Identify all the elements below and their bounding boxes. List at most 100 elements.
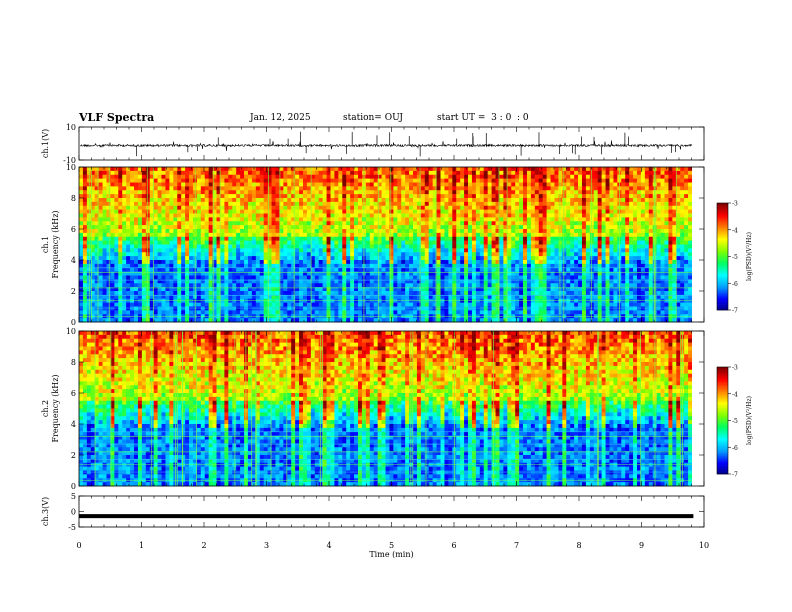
ch1-spectrogram-cell xyxy=(640,225,646,230)
ch1-spectrogram-cell xyxy=(346,263,351,269)
ch1-spectrogram-cell xyxy=(633,267,638,272)
ch1-spectrogram-cell xyxy=(263,236,268,241)
ch1-spectrogram-cell xyxy=(220,252,225,257)
ch1-spectrogram-cell xyxy=(566,256,571,261)
ch1-spectrogram-cell xyxy=(554,275,559,280)
ch1-spectrogram-cell xyxy=(377,236,382,241)
ch1-spectrogram-cell xyxy=(306,201,312,207)
ch1-spectrogram-cell xyxy=(82,209,88,214)
ch1-spectrogram-cell xyxy=(114,209,119,214)
ch1-spectrogram-cell xyxy=(232,240,237,245)
ch1-spectrogram-cell xyxy=(169,244,174,249)
ch1-spectrogram-cell xyxy=(393,232,398,238)
ch1-spectrogram-cell xyxy=(208,267,213,272)
ch1-spectrogram-cell xyxy=(526,170,532,176)
ch1-spectrogram-cell xyxy=(90,260,96,265)
ch1-spectrogram-cell xyxy=(283,174,288,179)
ch1-spectrogram-cell xyxy=(232,186,237,191)
ch1-spectrogram-cell xyxy=(299,271,304,276)
ch1-spectrogram-cell xyxy=(428,283,433,288)
ch1-spectrogram-cell xyxy=(338,198,343,203)
ch1-spectrogram-cell xyxy=(169,170,174,176)
ch1-spectrogram-cell xyxy=(185,256,190,261)
ch1-spectrogram-cell xyxy=(625,170,630,176)
ch1-spectrogram-cell xyxy=(334,271,339,276)
ch1-spectrogram-cell xyxy=(357,279,363,284)
ch1-spectrogram-cell xyxy=(173,263,178,269)
ch1-spectrogram-cell xyxy=(228,205,233,210)
ch1-spectrogram-cell xyxy=(444,244,449,249)
ch1-spectrogram-cell xyxy=(247,275,253,280)
ch1-spectrogram-cell xyxy=(295,248,300,253)
ch1-spectrogram-cell xyxy=(134,186,139,191)
ch1-spectrogram-cell xyxy=(137,287,143,292)
ch1-spectrogram-cell xyxy=(660,271,665,276)
ch1-spectrogram-cell xyxy=(110,167,115,172)
ch1-spectrogram-cell xyxy=(145,205,151,210)
ch1-spectrogram-cell xyxy=(570,260,575,265)
ch1-spectrogram-cell xyxy=(444,267,449,272)
ch1-spectrogram-cell xyxy=(636,221,642,226)
ch1-spectrogram-cell xyxy=(259,225,265,230)
ch1-spectrogram-cell xyxy=(550,232,555,238)
ch1-spectrogram-cell xyxy=(310,190,316,195)
ch1-spectrogram-cell xyxy=(581,182,587,187)
ch1-spectrogram-cell xyxy=(98,205,103,210)
ch1-spectrogram-cell xyxy=(684,267,689,272)
ch1-spectrogram-cell xyxy=(220,190,225,195)
ch1-spectrogram-cell xyxy=(538,217,544,222)
ch1-spectrogram-cell xyxy=(660,225,665,230)
ch1-spectrogram-cell xyxy=(640,182,646,187)
ch1-spectrogram-cell xyxy=(82,178,88,183)
ch1-spectrogram-cell xyxy=(220,209,225,214)
ch1-spectrogram-cell xyxy=(613,201,618,207)
ch1-spectrogram-cell xyxy=(672,248,677,253)
ch1-spectrogram-cell xyxy=(668,182,673,187)
ch1-spectrogram-cell xyxy=(471,260,477,265)
ch1-spectrogram-cell xyxy=(574,170,579,176)
ch1-spectrogram-cell xyxy=(644,236,650,241)
ch1-spectrogram-cell xyxy=(220,205,225,210)
ch1-spectrogram-cell xyxy=(601,263,606,269)
ch1-spectrogram-cell xyxy=(397,221,402,226)
ch1-spectrogram-cell xyxy=(652,271,657,276)
ch1-spectrogram-cell xyxy=(114,178,119,183)
ch1-spectrogram-cell xyxy=(519,256,524,261)
ch1-spectrogram-cell xyxy=(636,167,642,172)
ch1-spectrogram-cell xyxy=(511,182,516,187)
ch1-spectrogram-cell xyxy=(330,213,335,218)
ch1-spectrogram-cell xyxy=(283,229,288,234)
ch1-spectrogram-cell xyxy=(122,194,127,199)
ch1-spectrogram-cell xyxy=(558,229,563,234)
ch1-spectrogram-cell xyxy=(79,221,84,226)
ch1-spectrogram-cell xyxy=(161,229,166,234)
ch1-spectrogram-cell xyxy=(381,213,386,218)
ch1-spectrogram-cell xyxy=(244,170,249,176)
ch1-spectrogram-cell xyxy=(668,174,673,179)
ch1-spectrogram-cell xyxy=(373,209,378,214)
ch1-spectrogram-cell xyxy=(318,167,323,172)
ch1-spectrogram-cell xyxy=(122,279,127,284)
ch1-spectrogram-cell xyxy=(401,186,406,191)
ch1-spectrogram-cell xyxy=(157,256,162,261)
ch1-spectrogram-cell xyxy=(420,271,426,276)
ch1-spectrogram-cell xyxy=(597,248,602,253)
ch1-spectrogram-cell xyxy=(216,225,221,230)
ch1-spectrogram-cell xyxy=(479,232,485,238)
ch1-spectrogram-cell xyxy=(464,279,469,284)
ch1-spectrogram-cell xyxy=(538,194,544,199)
ch1-spectrogram-cell xyxy=(330,252,335,257)
ch1-spectrogram-cell xyxy=(283,209,288,214)
ch1-spectrogram-cell xyxy=(267,221,272,226)
ch1-spectrogram-cell xyxy=(365,236,371,241)
ch1-spectrogram-cell xyxy=(487,279,492,284)
ch1-spectrogram-cell xyxy=(444,263,449,269)
ch1-spectrogram-cell xyxy=(196,256,202,261)
ch1-spectrogram-cell xyxy=(122,198,127,203)
ch1-spectrogram-cell xyxy=(118,221,123,226)
ch1-spectrogram-cell xyxy=(613,267,618,272)
ch1-spectrogram-cell xyxy=(98,190,103,195)
ch1-spectrogram-cell xyxy=(106,194,111,199)
ch1-spectrogram-cell xyxy=(424,198,430,203)
ch1-spectrogram-cell xyxy=(263,275,268,280)
